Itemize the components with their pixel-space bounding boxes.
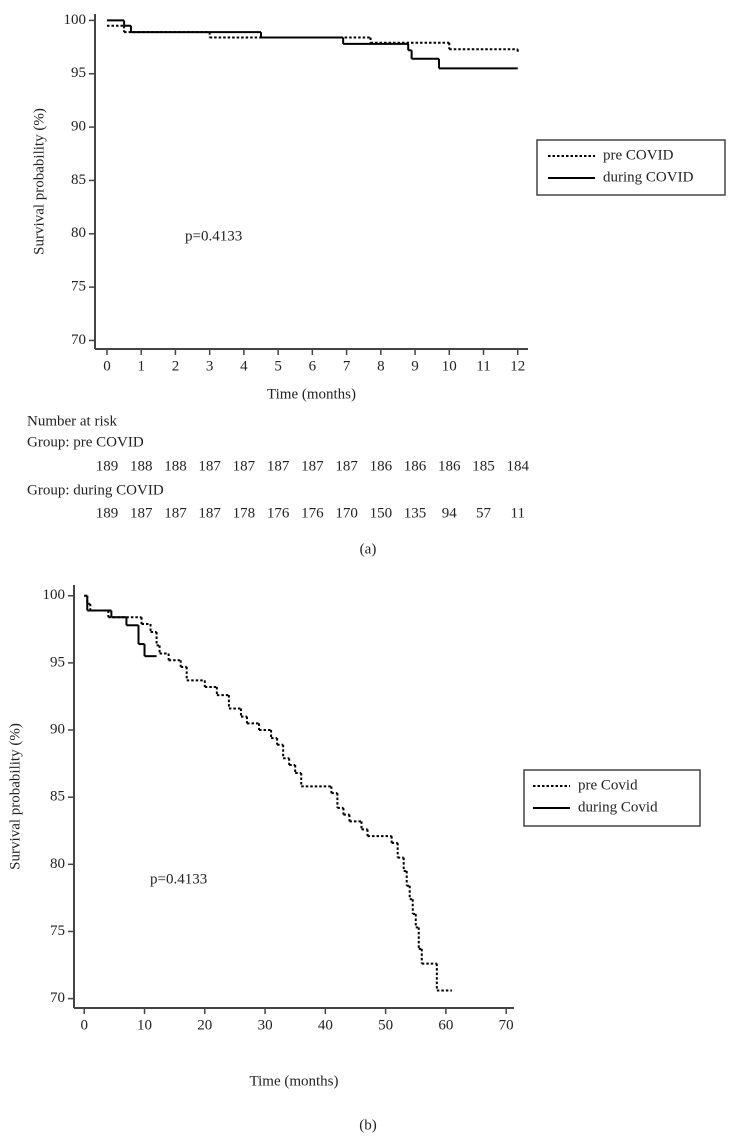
x-tick-label: 60: [438, 1017, 453, 1033]
x-tick-label: 10: [442, 358, 457, 374]
x-tick-label: 30: [258, 1017, 273, 1033]
x-axis-label: Time (months): [249, 1073, 338, 1089]
at-risk-title: Number at risk: [27, 413, 117, 429]
y-tick-label: 75: [71, 279, 86, 295]
caption: (a): [360, 541, 377, 557]
y-tick-label: 75: [50, 923, 65, 939]
at-risk-count: 187: [267, 458, 290, 474]
x-tick-label: 2: [172, 358, 180, 374]
legend-box: [536, 139, 726, 196]
at-risk-count: 187: [164, 505, 187, 521]
at-risk-count: 176: [267, 505, 290, 521]
at-risk-count: 176: [301, 505, 324, 521]
at-risk-count: 187: [130, 505, 153, 521]
at-risk-group: Group: pre COVID: [27, 434, 144, 450]
x-tick-label: 8: [377, 358, 385, 374]
annotation: p=0.4133: [185, 228, 242, 244]
at-risk-count: 189: [96, 505, 119, 521]
at-risk-count: 94: [442, 505, 458, 521]
at-risk-count: 184: [506, 458, 529, 474]
at-risk-count: 187: [301, 458, 324, 474]
at-risk-count: 11: [511, 505, 525, 521]
at-risk-group: Group: during COVID: [27, 482, 164, 498]
x-tick-label: 3: [206, 358, 214, 374]
x-tick-label: 70: [499, 1017, 514, 1033]
y-tick-label: 100: [43, 587, 66, 603]
at-risk-count: 187: [233, 458, 256, 474]
y-tick-label: 95: [71, 65, 86, 81]
at-risk-count: 178: [233, 505, 256, 521]
x-tick-label: 20: [197, 1017, 212, 1033]
x-tick-label: 4: [240, 358, 248, 374]
y-tick-label: 90: [71, 119, 86, 135]
at-risk-count: 187: [198, 505, 221, 521]
x-tick-label: 0: [80, 1017, 88, 1033]
x-tick-label: 5: [274, 358, 282, 374]
at-risk-count: 185: [472, 458, 495, 474]
y-tick-label: 100: [64, 12, 87, 28]
y-axis-label: Survival probability (%): [31, 108, 47, 255]
x-tick-label: 0: [103, 358, 111, 374]
annotation: p=0.4133: [150, 871, 207, 887]
at-risk-count: 170: [335, 505, 358, 521]
x-tick-label: 11: [476, 358, 490, 374]
at-risk-count: 187: [335, 458, 358, 474]
at-risk-count: 189: [96, 458, 119, 474]
legend-label: during Covid: [578, 799, 658, 815]
at-risk-count: 135: [404, 505, 427, 521]
y-axis-label: Survival probability (%): [7, 723, 23, 870]
y-tick-label: 95: [50, 654, 65, 670]
y-tick-label: 70: [71, 332, 86, 348]
x-tick-label: 6: [309, 358, 317, 374]
at-risk-count: 150: [370, 505, 393, 521]
x-tick-label: 7: [343, 358, 351, 374]
legend-label: pre COVID: [603, 147, 674, 163]
legend-box: [523, 769, 701, 827]
at-risk-count: 186: [438, 458, 461, 474]
x-tick-label: 12: [510, 358, 525, 374]
x-tick-label: 10: [137, 1017, 152, 1033]
x-tick-label: 9: [411, 358, 419, 374]
legend-label: during COVID: [603, 169, 694, 185]
y-tick-label: 70: [50, 990, 65, 1006]
caption: (b): [359, 1117, 377, 1133]
at-risk-count: 186: [404, 458, 427, 474]
y-tick-label: 80: [50, 856, 65, 872]
x-tick-label: 40: [318, 1017, 333, 1033]
at-risk-count: 188: [164, 458, 187, 474]
at-risk-count: 187: [198, 458, 221, 474]
at-risk-count: 57: [476, 505, 492, 521]
y-tick-label: 90: [50, 721, 65, 737]
y-tick-label: 80: [71, 225, 86, 241]
at-risk-count: 188: [130, 458, 153, 474]
x-axis-label: Time (months): [267, 386, 356, 402]
at-risk-count: 186: [370, 458, 393, 474]
y-tick-label: 85: [71, 172, 86, 188]
x-tick-label: 50: [378, 1017, 393, 1033]
x-tick-label: 1: [137, 358, 145, 374]
y-tick-label: 85: [50, 789, 65, 805]
legend-label: pre Covid: [578, 777, 638, 793]
